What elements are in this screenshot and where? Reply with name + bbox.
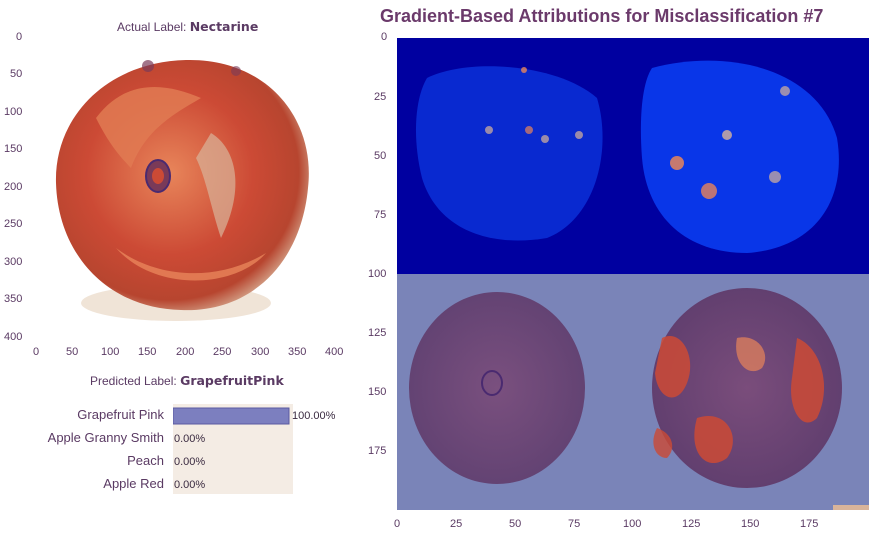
bar-value-label: 0.00% [174,433,206,445]
attr-x-tick: 0 [394,518,401,530]
image-x-tick: 50 [66,346,79,358]
attr-y-tick: 0 [381,31,388,43]
attr-x-tick: 25 [450,518,463,530]
image-y-tick: 250 [4,218,23,230]
attr-y-tick: 25 [374,91,387,103]
image-x-tick: 350 [288,346,307,358]
attr-x-tick: 100 [623,518,642,530]
bar-value-label: 0.00% [174,456,206,468]
attr-x-tick: 75 [568,518,581,530]
image-y-tick: 200 [4,181,23,193]
attribution-blob-right [640,60,839,253]
attributions-title: Gradient-Based Attributions for Misclass… [380,6,824,26]
image-y-tick: 300 [4,256,23,268]
image-y-tick: 400 [4,331,23,343]
actual-label-title: Actual Label: Nectarine [117,19,258,34]
attribution-maps [397,38,869,510]
image-x-tick: 400 [325,346,344,358]
image-y-tick: 0 [16,31,23,43]
bar-category-label: Grapefruit Pink [77,407,164,422]
image-x-tick: 0 [33,346,40,358]
bar-plot-area [173,404,293,494]
bar-category-label: Apple Red [103,476,164,491]
bar-value-label: 100.00% [292,410,336,422]
attr-y-tick: 175 [368,445,387,457]
bar-category-label: Peach [127,453,164,468]
predicted-label-value: GrapefruitPink [180,373,284,388]
predicted-label-title: Predicted Label: GrapefruitPink [90,373,284,388]
actual-label-value: Nectarine [189,19,259,34]
image-x-tick: 250 [213,346,232,358]
image-y-tick: 100 [4,106,23,118]
attr-y-tick: 125 [368,327,387,339]
bar [173,407,290,425]
attr-x-tick: 150 [741,518,760,530]
attr-y-tick: 50 [374,150,387,162]
bar-value-label: 0.00% [174,479,206,491]
attr-x-tick: 125 [682,518,701,530]
predicted-label-prefix: Predicted Label: [90,374,181,388]
attr-y-tick: 150 [368,386,387,398]
image-x-tick: 300 [251,346,270,358]
fruit-image [55,59,309,321]
overlay-fruit-left [409,292,585,484]
bar-category-label: Apple Granny Smith [47,430,164,445]
attribution-blob-left [415,66,603,241]
image-x-tick: 200 [176,346,195,358]
attr-y-tick: 75 [374,209,387,221]
attr-x-tick: 50 [509,518,522,530]
image-y-tick: 350 [4,293,23,305]
actual-label-prefix: Actual Label: [117,20,190,34]
image-x-tick: 100 [101,346,120,358]
attr-x-tick: 175 [800,518,819,530]
attr-y-tick: 100 [368,268,387,280]
image-y-tick: 50 [10,68,23,80]
image-x-tick: 150 [138,346,157,358]
image-y-tick: 150 [4,143,23,155]
